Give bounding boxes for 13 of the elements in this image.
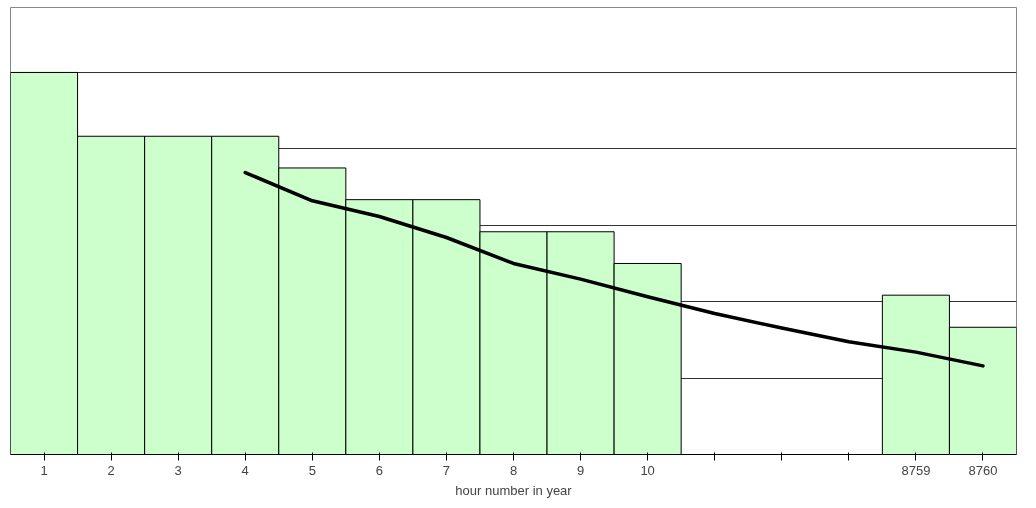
x-tick-label: 3 [174,462,182,478]
x-axis-title: hour number in year [455,482,573,498]
x-tick-label: 8760 [968,462,998,478]
x-tick-label: 6 [375,462,383,478]
x-tick-label: 9 [576,462,585,478]
x-tick-label: 7 [442,462,451,478]
x-tick-label: 4 [241,462,249,478]
x-tick-label: 1 [40,462,48,478]
x-tick-label: 2 [107,462,115,478]
x-tick-label: 8759 [901,462,931,478]
x-tick-label: 10 [640,462,655,478]
x-tick-label: 5 [308,462,316,478]
x-tick-label: 8 [509,462,518,478]
